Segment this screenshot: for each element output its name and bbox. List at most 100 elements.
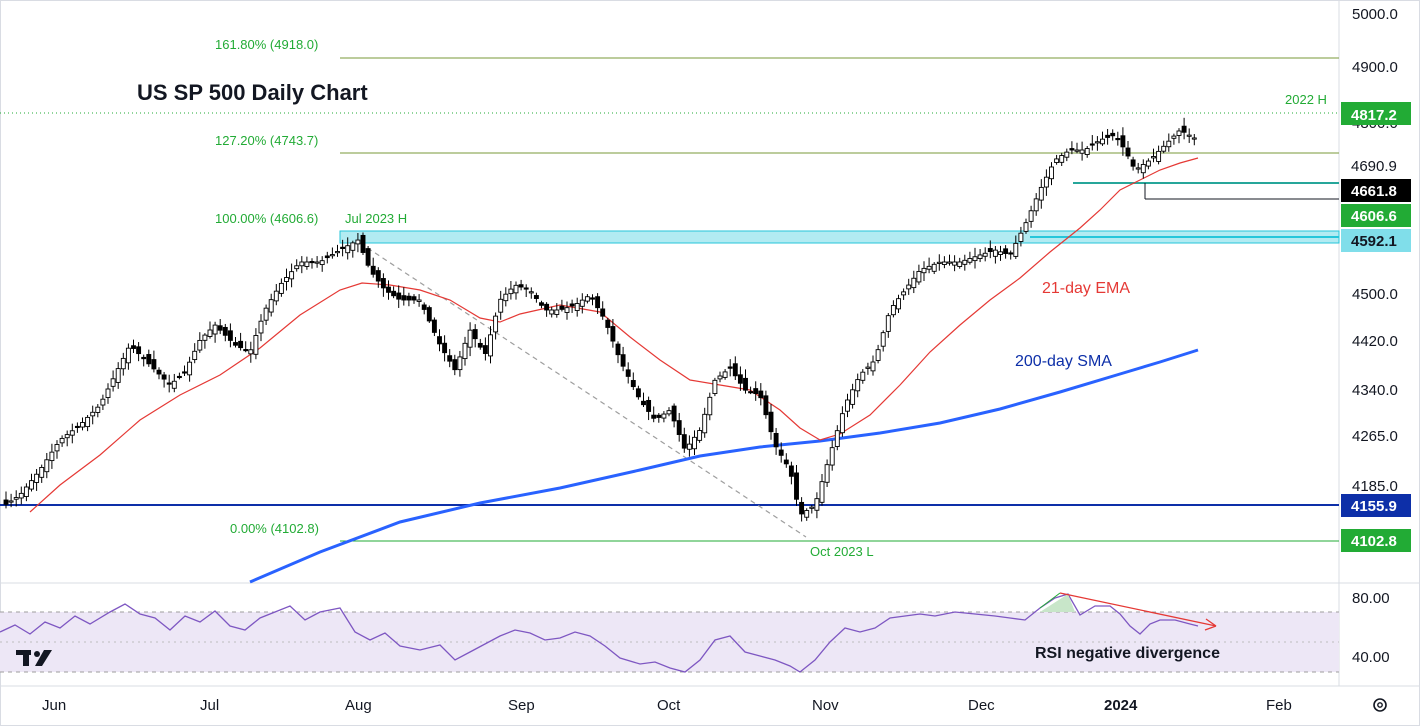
candle-body xyxy=(559,305,565,310)
candle-body xyxy=(1166,140,1172,148)
candle-body xyxy=(39,467,45,478)
candle-body xyxy=(437,336,442,345)
candle-body xyxy=(503,293,509,302)
annotation-2022-high: 2022 H xyxy=(1285,92,1327,107)
candle-body xyxy=(258,320,264,334)
x-tick-jul: Jul xyxy=(200,697,219,714)
candle-body xyxy=(666,410,672,415)
candle-body xyxy=(1008,252,1014,255)
candle-body xyxy=(238,340,244,349)
candle-body xyxy=(1135,167,1141,170)
x-tick-aug: Aug xyxy=(345,697,372,714)
x-tick-nov: Nov xyxy=(812,697,839,714)
chart-title: US SP 500 Daily Chart xyxy=(137,80,368,105)
y-tick-4900: 4900.0 xyxy=(1352,59,1398,76)
candle-body xyxy=(569,303,575,307)
candle-body xyxy=(294,265,300,270)
candle-body xyxy=(110,378,116,387)
candle-body xyxy=(13,497,19,500)
candle-body xyxy=(197,339,203,351)
candle-body xyxy=(584,296,590,302)
candle-body xyxy=(967,258,973,263)
candle-body xyxy=(304,261,310,267)
candle-body xyxy=(273,290,279,302)
y-tick-4500: 4500.0 xyxy=(1352,286,1398,303)
candle-body xyxy=(3,499,9,505)
candle-body xyxy=(314,261,320,264)
candle-body xyxy=(125,347,131,364)
candle-body xyxy=(834,430,840,447)
x-tick-oct: Oct xyxy=(657,697,681,714)
candle-body xyxy=(1059,155,1065,163)
trendline-dashed xyxy=(359,242,807,538)
candle-body xyxy=(8,500,14,503)
candle-body xyxy=(870,361,876,372)
candle-body xyxy=(615,343,621,356)
annotation-jul-high: Jul 2023 H xyxy=(345,211,407,226)
candle-body xyxy=(916,271,922,283)
candle-body xyxy=(1079,149,1085,154)
tradingview-logo[interactable] xyxy=(16,650,52,666)
candle-body xyxy=(462,342,468,360)
candle-body xyxy=(850,389,856,405)
fib-label-100: 100.00% (4606.6) xyxy=(215,211,318,226)
svg-text:4817.2: 4817.2 xyxy=(1351,107,1397,124)
candle-body xyxy=(758,390,764,399)
candle-body xyxy=(171,380,177,389)
y-tick-4420: 4420.0 xyxy=(1352,333,1398,350)
candle-body xyxy=(365,248,371,266)
price-label-4690: 4690.9 xyxy=(1341,154,1411,177)
candle-body xyxy=(289,271,295,280)
candle-body xyxy=(564,307,570,313)
candle-body xyxy=(722,371,728,378)
candle-body xyxy=(442,342,448,354)
y-tick-5000: 5000.0 xyxy=(1352,6,1398,23)
candle-body xyxy=(656,414,662,418)
svg-text:4661.8: 4661.8 xyxy=(1351,183,1397,200)
price-label-4102: 4102.8 xyxy=(1341,529,1411,552)
candle-body xyxy=(671,405,677,422)
candle-body xyxy=(1018,232,1024,242)
candle-body xyxy=(498,298,504,313)
candle-body xyxy=(732,363,738,377)
candle-body xyxy=(176,375,182,379)
fib-label-0: 0.00% (4102.8) xyxy=(230,521,319,536)
candle-body xyxy=(676,420,682,435)
candle-body xyxy=(799,501,805,515)
candle-body xyxy=(921,267,927,274)
candle-body xyxy=(1105,134,1111,138)
candle-body xyxy=(1074,149,1080,152)
candle-body xyxy=(34,473,40,483)
candle-body xyxy=(574,303,580,311)
candle-body xyxy=(508,288,514,295)
candle-body xyxy=(54,444,60,452)
candle-body xyxy=(513,284,519,294)
candle-body xyxy=(987,248,993,253)
candle-body xyxy=(697,430,703,441)
candle-body xyxy=(472,329,478,340)
candle-body xyxy=(1130,159,1136,167)
candle-body xyxy=(992,249,998,257)
candle-body xyxy=(319,260,325,266)
candle-body xyxy=(396,292,402,300)
candle-body xyxy=(1191,137,1197,140)
candle-body xyxy=(528,291,534,294)
candle-body xyxy=(727,366,733,369)
candle-body xyxy=(335,251,340,254)
candle-body xyxy=(896,298,901,310)
candle-body xyxy=(90,411,96,417)
candle-body xyxy=(743,377,748,391)
candle-body xyxy=(686,443,692,450)
candle-body xyxy=(95,406,101,413)
candle-body xyxy=(340,246,346,250)
settings-gear-icon[interactable] xyxy=(1373,698,1387,712)
candle-body xyxy=(590,297,595,300)
candle-body xyxy=(768,411,774,433)
candle-body xyxy=(375,270,381,282)
candle-body xyxy=(227,330,233,341)
candle-body xyxy=(972,256,978,262)
candle-body xyxy=(120,357,126,370)
candle-body xyxy=(105,388,111,398)
candle-body xyxy=(421,304,427,310)
sma-200-line xyxy=(249,348,1199,584)
